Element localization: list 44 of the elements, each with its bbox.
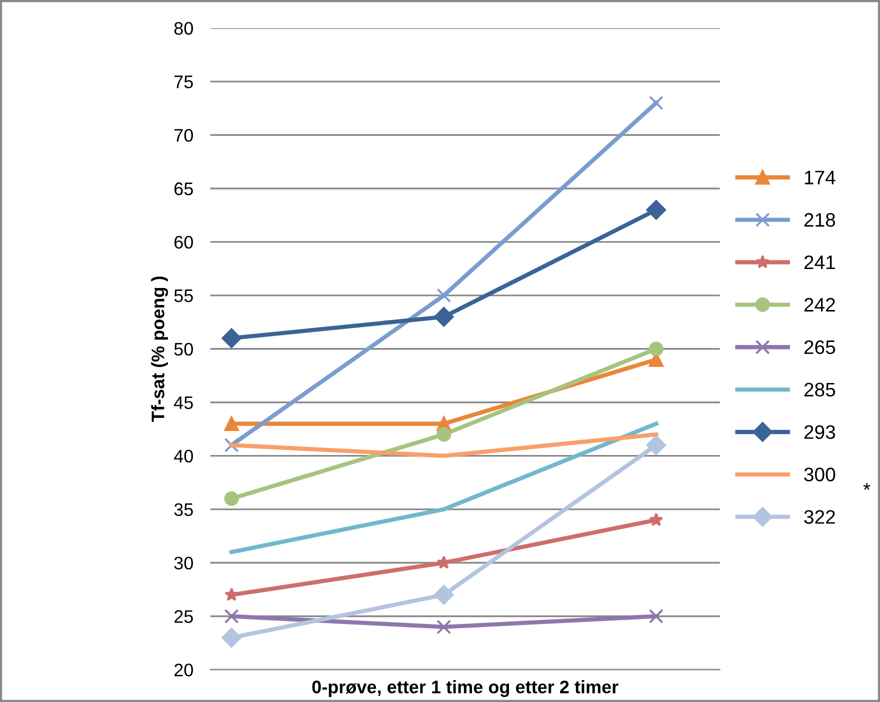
y-tick-label: 70 [174,128,193,142]
legend-label: 285 [804,382,836,397]
point [224,608,239,624]
legend-label: 218 [804,213,836,227]
legend-label: 293 [804,425,836,439]
point [648,608,664,624]
point [224,491,239,506]
y-tick-label: 60 [174,236,193,249]
y-tick-label: 50 [174,342,193,356]
point [224,438,239,452]
point [222,328,242,348]
legend-label: 241 [804,255,835,270]
y-tick-label: 55 [174,290,193,302]
point [224,416,239,432]
point [436,427,452,442]
y-tick-label: 80 [174,22,193,35]
point [646,200,666,220]
point [434,584,454,605]
y-tick-label: 65 [174,182,193,196]
point [646,435,666,456]
y-tick-label: 40 [174,450,193,463]
legend-label: 300 [804,468,836,482]
point [436,555,451,569]
point [224,588,239,601]
legend-label: 174 [804,170,836,184]
y-tick-label: 45 [174,396,193,410]
point [436,620,452,634]
y-axis-title: Tf-sat (% poeng ) [151,276,168,422]
point [648,342,664,356]
y-tick-label: 35 [174,503,193,516]
y-tick-label: 75 [174,76,193,88]
y-tick-label: 25 [174,610,193,623]
x-axis-title: 0-prøve, etter 1 time og etter 2 timer [312,680,618,698]
y-tick-label: 20 [174,664,193,676]
point [434,306,454,327]
y-tick-label: 30 [174,556,193,570]
legend-label: 242 [804,298,835,312]
point [222,628,242,648]
legend-label: 265 [804,340,836,354]
text: * [863,483,870,490]
point [648,96,664,110]
point [649,512,664,526]
legend-label: 322 [804,510,835,524]
point [436,288,452,303]
